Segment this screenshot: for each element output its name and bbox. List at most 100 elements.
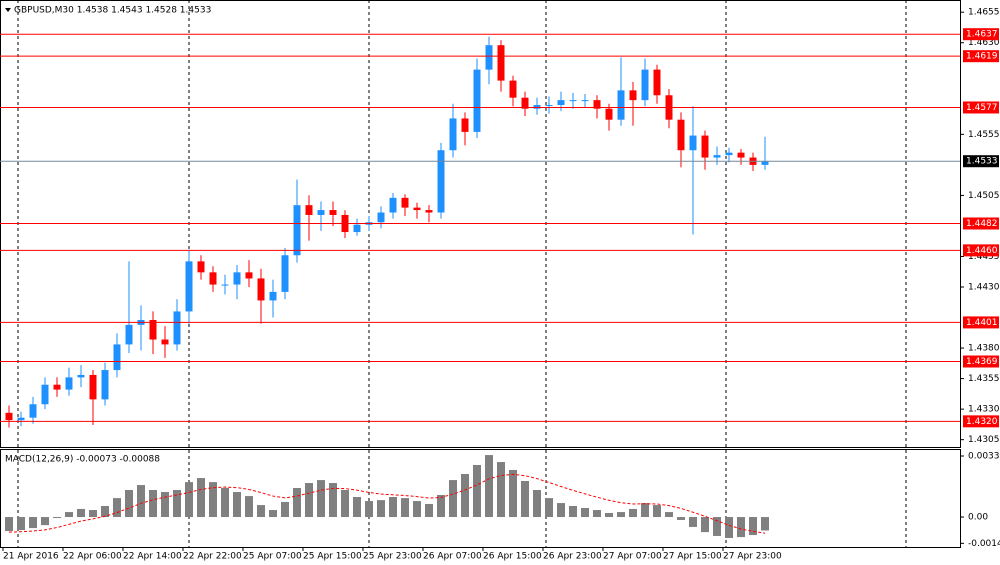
candle-body [29, 404, 37, 418]
x-tick-label: 26 Apr 07:00 [423, 552, 482, 562]
candle-body [53, 384, 61, 390]
macd-bar [665, 512, 673, 518]
y-tick-label: 1.4380 [968, 344, 1000, 354]
candle-body [617, 90, 625, 120]
y-tick-label: 1.4355 [968, 374, 1000, 384]
level-box [963, 101, 999, 114]
macd-bar [101, 505, 109, 518]
level-label: 1.4401 [966, 318, 998, 328]
macd-bar [329, 483, 337, 518]
macd-bar [389, 496, 397, 518]
x-tick-label: 25 Apr 15:00 [303, 552, 362, 562]
macd-bar [293, 487, 301, 518]
macd-bar [401, 498, 409, 518]
candle-body [245, 272, 253, 279]
candle-body [437, 150, 445, 213]
macd-bar [701, 517, 709, 533]
indicator-title: MACD(12,26,9) -0.00073 -0.00088 [5, 455, 160, 465]
y-tick-label: 0.00332 [968, 451, 1000, 461]
x-tick-label: 22 Apr 06:00 [63, 552, 122, 562]
macd-bar [509, 469, 517, 518]
macd-bar [413, 501, 421, 518]
menu-icon[interactable] [5, 8, 11, 12]
macd-bar [173, 490, 181, 518]
macd-bar [245, 496, 253, 518]
candle-body [677, 119, 685, 151]
candle-body [401, 197, 409, 208]
candle-body [209, 272, 217, 285]
candle-body [545, 105, 553, 107]
macd-bar [113, 498, 121, 518]
macd-bar [737, 517, 745, 538]
candle-body [425, 210, 433, 213]
macd-bar [761, 517, 769, 531]
candle-body [269, 291, 277, 301]
candle-body [593, 100, 601, 109]
macd-bar [233, 492, 241, 518]
macd-bar [725, 517, 733, 538]
period-separators [17, 0, 907, 547]
y-tick-label: 1.4555 [968, 130, 1000, 140]
candle-body [413, 207, 421, 211]
candle-body [485, 45, 493, 70]
macd-bar [521, 480, 529, 518]
y-tick-label: 1.4430 [968, 283, 1000, 293]
candle-body [377, 212, 385, 223]
level-label: 1.4320 [966, 417, 998, 427]
candle-body [737, 152, 745, 158]
candle-body [329, 210, 337, 215]
x-tick-label: 27 Apr 15:00 [663, 552, 722, 562]
macd-bar [221, 487, 229, 518]
candle-body [497, 45, 505, 81]
level-label: 1.4369 [966, 357, 998, 367]
macd-bar [365, 501, 373, 518]
candle-body [761, 161, 769, 165]
y-tick-label: 1.4455 [968, 252, 1000, 262]
y-tick-label: 1.4655 [968, 8, 1000, 18]
signal-line [8, 473, 766, 534]
macd-bar [137, 485, 145, 518]
candle-body [653, 69, 661, 96]
candle-body [533, 105, 541, 109]
level-box [963, 28, 999, 41]
macd-bar [77, 508, 85, 518]
macd-bar [353, 496, 361, 518]
macd-bar [89, 510, 97, 518]
candle-body [461, 118, 469, 132]
current-price-box [963, 155, 999, 168]
candle-body [185, 261, 193, 312]
macd-bar [617, 512, 625, 518]
x-tick-label: 22 Apr 14:00 [123, 552, 182, 562]
level-box [963, 244, 999, 257]
macd-bar [29, 517, 37, 529]
candle-body [473, 69, 481, 132]
macd-bar [17, 517, 25, 531]
candle-body [149, 319, 157, 340]
macd-bar [545, 498, 553, 518]
macd-bar [317, 480, 325, 518]
candle-body [353, 224, 361, 233]
x-tick-label: 22 Apr 22:00 [183, 552, 242, 562]
candle-body [173, 311, 181, 345]
macd-bar [185, 482, 193, 518]
level-label: 1.4577 [966, 103, 998, 113]
macd-bar [569, 505, 577, 518]
macd-bar [65, 512, 73, 518]
macd-bar [53, 517, 61, 519]
candle-body [605, 108, 613, 120]
macd-bar [533, 490, 541, 518]
macd-bar [485, 455, 493, 518]
macd-bar [161, 492, 169, 518]
level-box [963, 355, 999, 368]
level-box [963, 217, 999, 230]
candle-body [305, 205, 313, 215]
candle-body [65, 377, 73, 390]
level-label: 1.4637 [966, 30, 998, 40]
x-tick-label: 27 Apr 07:00 [603, 552, 662, 562]
level-box [963, 415, 999, 428]
candle-body [449, 118, 457, 151]
macd-bar [593, 510, 601, 518]
candle-body [101, 370, 109, 400]
macd-bar [677, 517, 685, 520]
